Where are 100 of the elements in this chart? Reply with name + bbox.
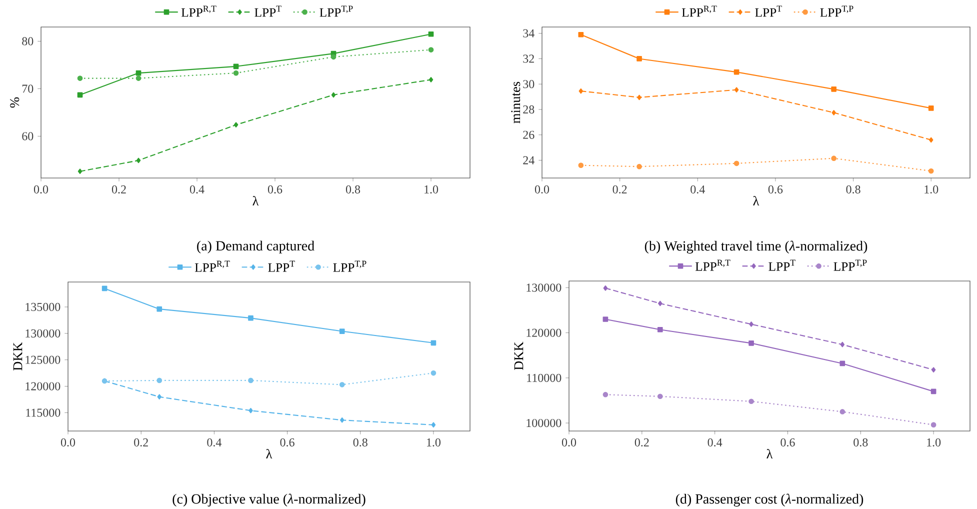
x-axis-title: λ: [753, 196, 760, 206]
point: [928, 106, 934, 111]
point: [578, 88, 584, 94]
legend-label: LPP$^{T}$: [755, 6, 782, 17]
y-tick-label: 24: [523, 156, 534, 164]
point: [340, 417, 344, 423]
point: [840, 342, 845, 348]
y-tick-label: 135000: [26, 302, 60, 312]
point: [928, 168, 934, 174]
x-tick-label: 1.0: [427, 438, 441, 447]
y-tick-label: 115000: [26, 408, 60, 417]
x-tick-label: 0.6: [780, 438, 795, 447]
point: [78, 168, 82, 174]
point: [430, 370, 436, 376]
point: [430, 340, 436, 346]
x-tick-label: 0.8: [346, 185, 360, 194]
y-tick-label: 125000: [26, 356, 60, 364]
y-axis-title: DKK: [13, 342, 22, 371]
point: [157, 394, 162, 400]
x-tick-label: 0.0: [34, 185, 48, 194]
y-tick-label: 60: [22, 132, 34, 140]
point: [136, 76, 142, 81]
x-tick-label: 0.4: [190, 185, 204, 194]
y-tick-label: 28: [523, 105, 534, 114]
y-tick-label: 70: [22, 84, 34, 93]
x-tick-label: 0.4: [690, 185, 705, 194]
x-tick-label: 0.4: [207, 438, 222, 447]
y-tick-label: 120000: [26, 382, 60, 390]
legend-label: LPP$^{R,T}$: [695, 260, 730, 271]
point: [637, 94, 642, 100]
x-tick-label: 1.0: [424, 185, 438, 194]
point: [234, 122, 238, 128]
text: (a) Demand captured: [197, 240, 314, 254]
x-tick-label: 0.8: [353, 438, 368, 447]
point: [248, 315, 254, 321]
y-tick-label: 30: [523, 80, 534, 88]
x-tick-label: 0.8: [854, 438, 868, 447]
x-axis-title: λ: [266, 449, 272, 458]
y-tick-label: 130000: [26, 329, 60, 338]
point: [330, 54, 336, 60]
legend-label: LPP$^{T}$: [768, 260, 796, 271]
x-tick-label: 0.2: [634, 438, 649, 447]
y-tick-label: 120000: [526, 328, 562, 337]
point: [748, 398, 754, 404]
point: [136, 70, 142, 76]
point: [749, 322, 754, 327]
x-tick-label: 0.6: [768, 185, 783, 194]
point: [748, 340, 754, 346]
x-tick-label: 0.6: [268, 185, 282, 194]
point: [602, 316, 608, 322]
point: [578, 162, 584, 168]
legend-label: LPP$^{T}$: [254, 6, 282, 17]
legend-label: LPP$^{T,P}$: [320, 6, 353, 17]
x-tick-label: 0.2: [612, 185, 627, 194]
x-tick-label: 0.2: [112, 185, 126, 194]
point: [930, 422, 936, 428]
x-axis-title: λ: [766, 449, 773, 458]
legend-label: LPP$^{R,T}$: [181, 6, 216, 17]
point: [339, 328, 345, 334]
point: [928, 137, 934, 143]
point: [77, 76, 83, 81]
point: [428, 77, 434, 82]
point: [636, 164, 642, 170]
x-tick-label: 0.6: [280, 438, 294, 447]
x-tick-label: 1.0: [927, 438, 941, 447]
y-tick-label: 34: [523, 29, 534, 38]
point: [734, 69, 740, 75]
point: [840, 409, 846, 414]
y-tick-label: 32: [523, 54, 534, 63]
point: [831, 86, 836, 92]
x-tick-label: 0.2: [134, 438, 148, 447]
y-tick-label: 100000: [526, 418, 562, 428]
point: [233, 70, 239, 76]
point: [248, 408, 253, 414]
point: [428, 47, 434, 52]
point: [233, 64, 239, 70]
point: [102, 286, 108, 292]
point: [156, 306, 162, 312]
point: [931, 367, 936, 372]
point: [636, 56, 642, 62]
point: [331, 92, 336, 98]
point: [831, 156, 836, 161]
y-axis-title: %: [10, 97, 20, 108]
point: [734, 160, 740, 166]
text: (b) Weighted travel time (λ-normalized): [644, 240, 868, 254]
legend-label: LPP$^{R,T}$: [194, 260, 230, 272]
point: [431, 422, 436, 428]
y-tick-label: 110000: [527, 374, 562, 382]
y-axis-title: minutes: [511, 82, 520, 124]
text: (c) Objective value (λ-normalized): [172, 494, 366, 507]
x-tick-label: 0.4: [708, 438, 722, 447]
y-tick-label: 130000: [526, 284, 562, 292]
text: (d) Passenger cost (λ-normalized): [676, 494, 864, 507]
x-tick-label: 0.0: [562, 438, 576, 447]
point: [657, 326, 663, 332]
point: [77, 92, 83, 98]
x-tick-label: 0.0: [534, 185, 550, 194]
point: [840, 360, 846, 366]
point: [136, 158, 141, 164]
x-axis-title: λ: [252, 196, 259, 206]
